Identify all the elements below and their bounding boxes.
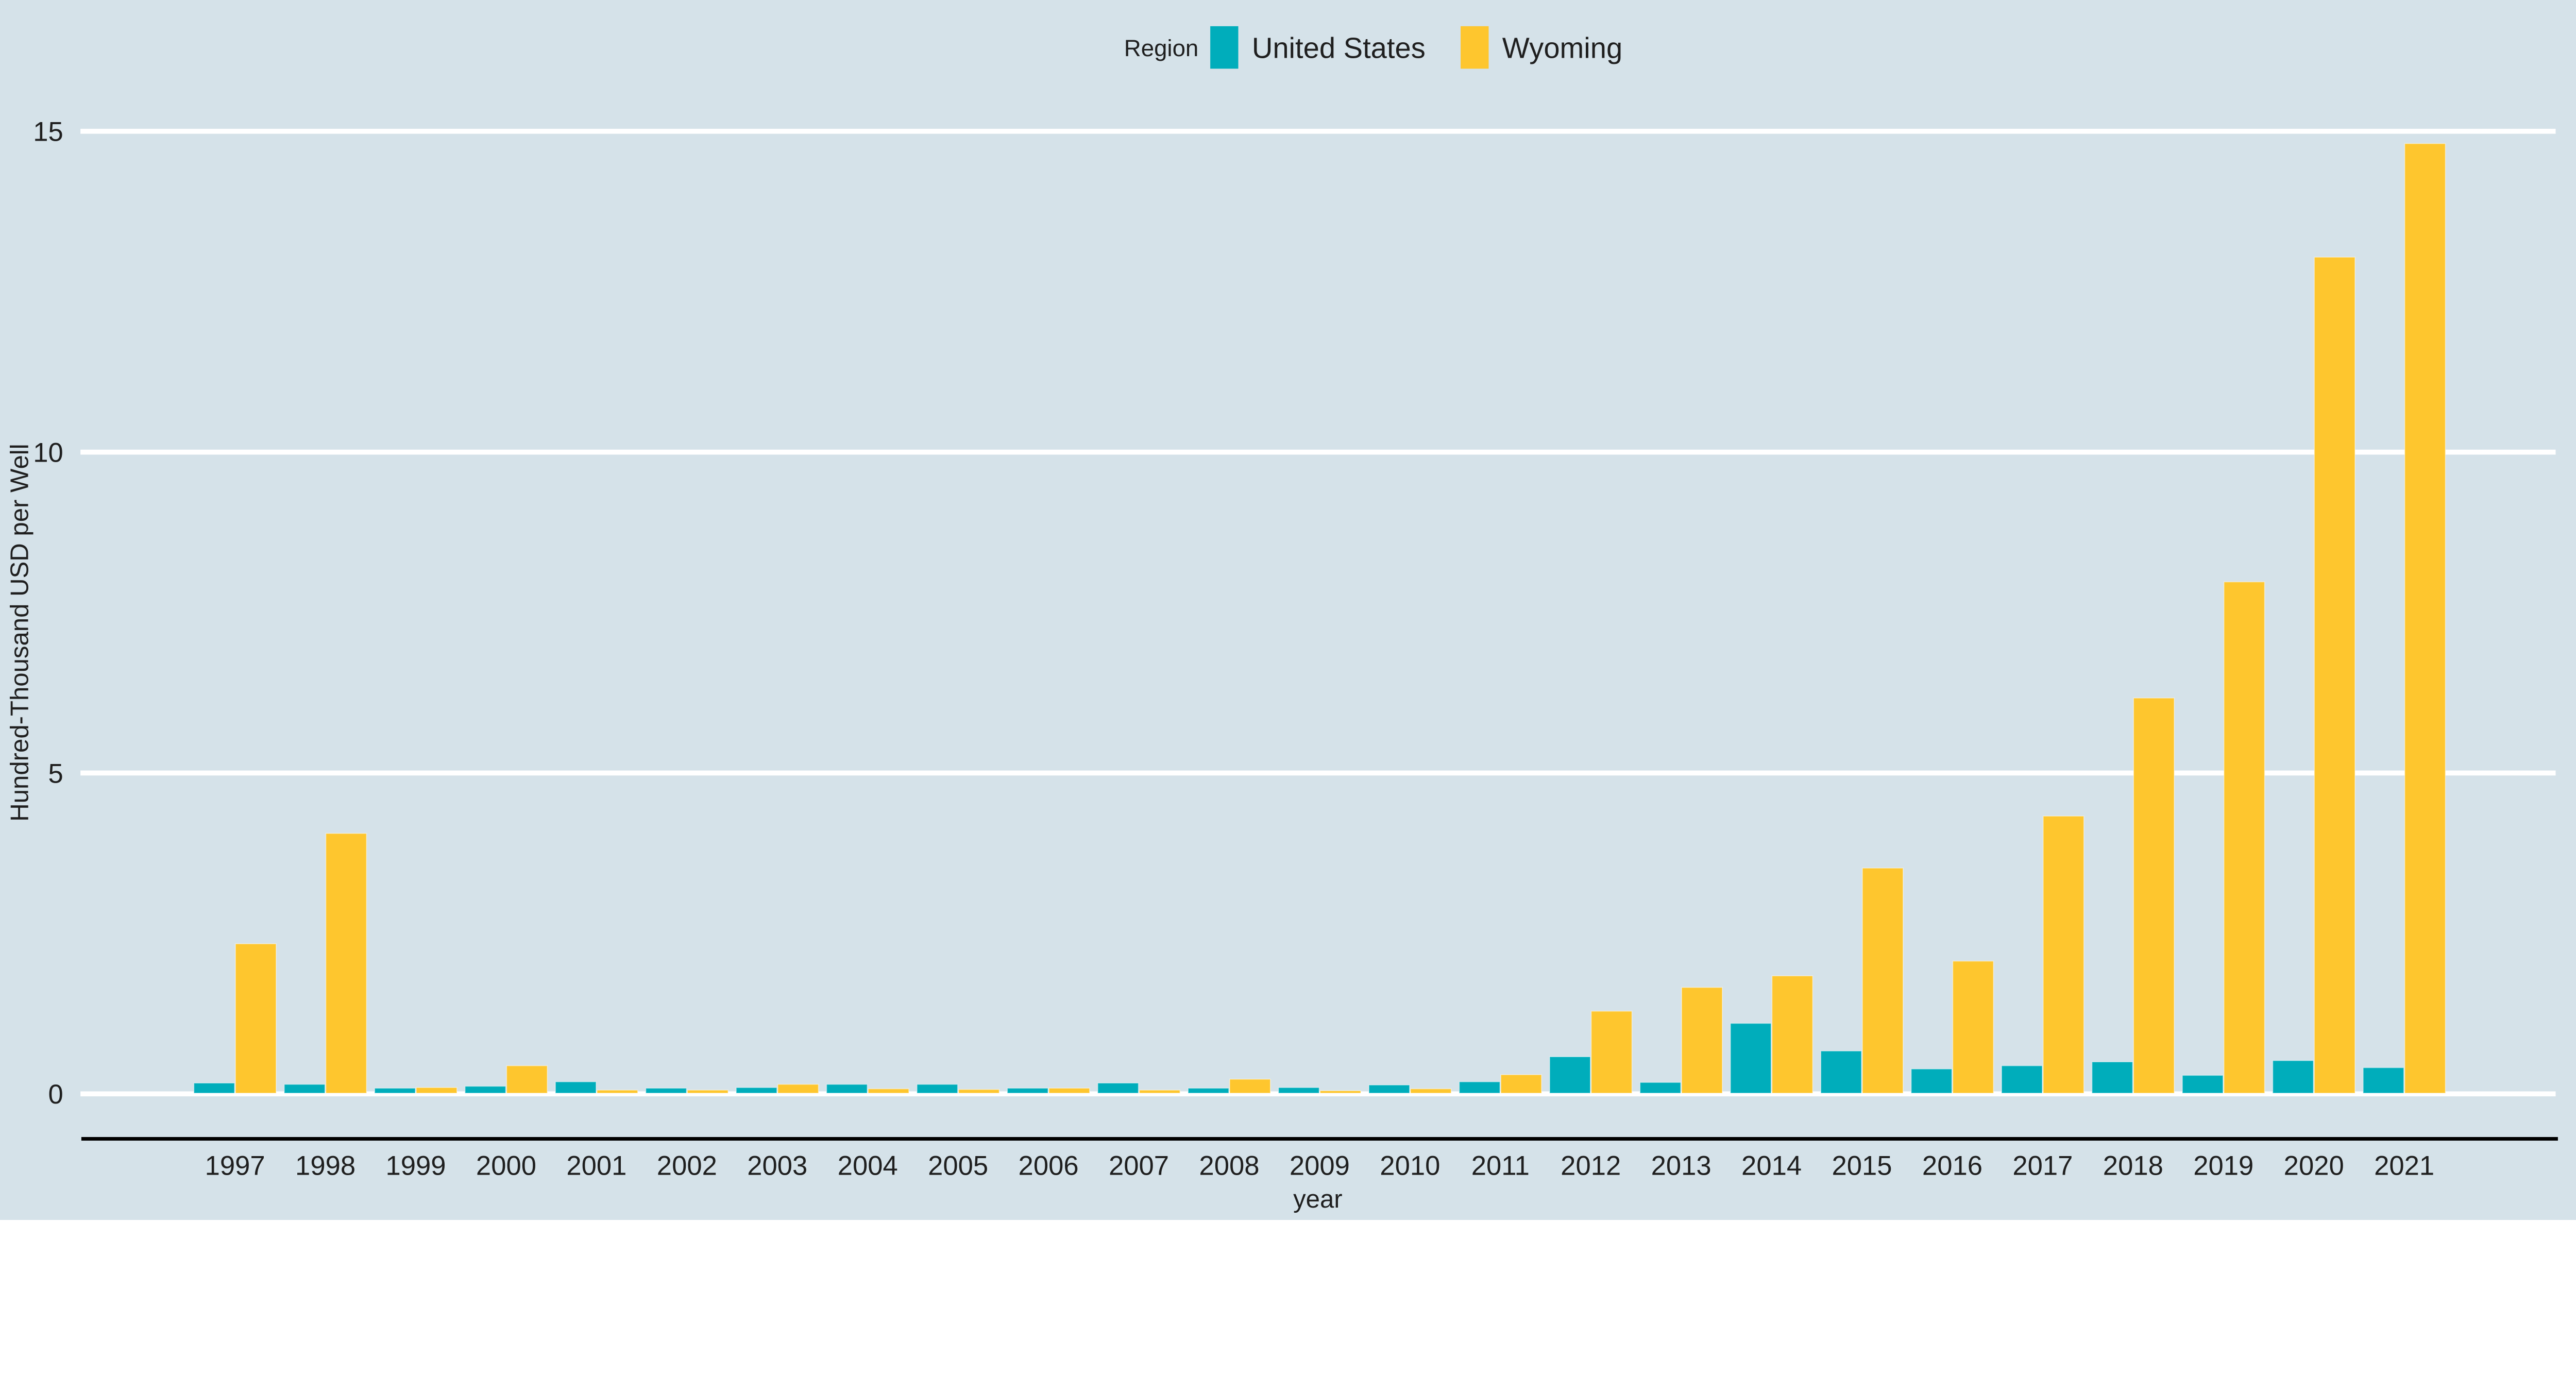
bar-united-states-2016 xyxy=(1910,1068,1953,1094)
bar-united-states-2017 xyxy=(2001,1065,2043,1094)
bar-wyoming-2004 xyxy=(868,1088,909,1094)
x-tick-label-2008: 2008 xyxy=(1199,1151,1259,1181)
bar-wyoming-2010 xyxy=(1410,1088,1452,1094)
bar-wyoming-1997 xyxy=(235,943,277,1094)
legend-title: Region xyxy=(1124,35,1199,61)
x-tick-label-2007: 2007 xyxy=(1109,1151,1169,1181)
x-tick-label-1998: 1998 xyxy=(295,1151,355,1181)
bar-wyoming-2017 xyxy=(2042,816,2084,1094)
bar-wyoming-2013 xyxy=(1681,987,1723,1094)
bar-united-states-1998 xyxy=(283,1083,326,1094)
bar-wyoming-2011 xyxy=(1500,1074,1542,1094)
x-tick-label-2021: 2021 xyxy=(2374,1151,2434,1181)
x-tick-label-2001: 2001 xyxy=(566,1151,626,1181)
bar-wyoming-2008 xyxy=(1229,1078,1271,1094)
bar-united-states-2013 xyxy=(1639,1082,1682,1094)
bar-united-states-2010 xyxy=(1368,1084,1410,1094)
bar-united-states-2004 xyxy=(826,1083,868,1094)
bar-wyoming-1999 xyxy=(416,1087,457,1094)
bar-united-states-2007 xyxy=(1097,1082,1139,1094)
bar-united-states-2003 xyxy=(736,1087,777,1094)
x-tick-label-1999: 1999 xyxy=(385,1151,446,1181)
y-tick-label-10: 10 xyxy=(33,437,63,468)
bar-wyoming-2021 xyxy=(2404,143,2446,1094)
x-tick-label-2012: 2012 xyxy=(1561,1151,1621,1181)
bar-united-states-2015 xyxy=(1820,1050,1862,1094)
bar-united-states-2008 xyxy=(1188,1088,1229,1094)
y-axis-tick-labels: 0 5 10 15 xyxy=(33,117,63,1110)
bar-wyoming-2016 xyxy=(1952,960,1994,1094)
gridline-y-10 xyxy=(80,449,2556,455)
x-tick-label-2018: 2018 xyxy=(2103,1151,2163,1181)
gridline-y-5 xyxy=(80,770,2556,776)
x-tick-label-2020: 2020 xyxy=(2284,1151,2344,1181)
bar-wyoming-2009 xyxy=(1319,1090,1362,1094)
y-axis-title: Hundred-Thousand USD per Well xyxy=(6,444,33,821)
bar-united-states-2018 xyxy=(2091,1061,2133,1094)
bar-united-states-2002 xyxy=(645,1088,687,1094)
chart-background xyxy=(0,0,2576,1220)
bar-wyoming-2007 xyxy=(1139,1090,1181,1094)
x-tick-label-2013: 2013 xyxy=(1651,1151,1711,1181)
clustered-bar-chart: 0 5 10 15 1997 1998 1999 2000 2001 2002 2003 2004 2… xyxy=(0,0,2576,1220)
x-tick-label-2010: 2010 xyxy=(1380,1151,1440,1181)
x-tick-label-2015: 2015 xyxy=(1832,1151,1892,1181)
bar-wyoming-2001 xyxy=(596,1090,638,1094)
legend: Region United States Wyoming xyxy=(1124,26,1622,69)
x-tick-label-2005: 2005 xyxy=(928,1151,988,1181)
bar-wyoming-2003 xyxy=(777,1083,819,1094)
bar-united-states-1999 xyxy=(374,1088,416,1094)
x-tick-label-2009: 2009 xyxy=(1290,1151,1350,1181)
bar-wyoming-2019 xyxy=(2223,581,2265,1094)
gridlines xyxy=(80,128,2556,1097)
bar-united-states-2001 xyxy=(555,1081,597,1094)
x-axis-tick-labels: 1997 1998 1999 2000 2001 2002 2003 2004 2005 2006… xyxy=(205,1151,2435,1181)
bar-wyoming-2020 xyxy=(2314,257,2355,1094)
bar-wyoming-2000 xyxy=(506,1065,548,1094)
x-axis-title: year xyxy=(1293,1185,1343,1213)
bar-united-states-2012 xyxy=(1549,1056,1591,1094)
x-tick-label-2002: 2002 xyxy=(657,1151,717,1181)
bar-united-states-2000 xyxy=(464,1085,506,1094)
bar-united-states-2014 xyxy=(1730,1023,1772,1094)
x-tick-label-2000: 2000 xyxy=(476,1151,536,1181)
bar-united-states-2011 xyxy=(1459,1081,1501,1094)
x-tick-label-2011: 2011 xyxy=(1471,1151,1530,1181)
bar-wyoming-2015 xyxy=(1862,868,1904,1094)
chart-canvas: 0 5 10 15 1997 1998 1999 2000 2001 2002 2003 2004 2… xyxy=(0,0,2576,1220)
gridline-y-0 xyxy=(80,1091,2556,1097)
bar-united-states-2006 xyxy=(1007,1088,1049,1094)
bar-wyoming-2012 xyxy=(1590,1010,1633,1094)
legend-item-label: United States xyxy=(1252,31,1426,64)
x-tick-label-2017: 2017 xyxy=(2012,1151,2073,1181)
bars xyxy=(193,143,2446,1094)
bar-united-states-2019 xyxy=(2182,1075,2224,1094)
y-tick-label-0: 0 xyxy=(48,1079,63,1110)
gridline-y-15 xyxy=(80,128,2556,134)
x-axis-line xyxy=(81,1137,2558,1141)
bar-wyoming-2018 xyxy=(2133,697,2175,1094)
legend-item-label: Wyoming xyxy=(1502,31,1622,64)
x-tick-label-2004: 2004 xyxy=(838,1151,898,1181)
legend-swatch-wyoming xyxy=(1461,26,1489,69)
bar-united-states-2009 xyxy=(1278,1087,1320,1094)
bar-wyoming-2014 xyxy=(1771,975,1814,1094)
bar-united-states-2021 xyxy=(2362,1067,2404,1094)
x-tick-label-2003: 2003 xyxy=(747,1151,807,1181)
bar-wyoming-2005 xyxy=(958,1089,1000,1094)
y-tick-label-5: 5 xyxy=(48,758,63,789)
x-tick-label-2016: 2016 xyxy=(1922,1151,1982,1181)
bar-united-states-2005 xyxy=(916,1083,958,1094)
y-tick-label-15: 15 xyxy=(33,117,63,147)
bar-wyoming-2006 xyxy=(1048,1088,1090,1094)
x-tick-label-2006: 2006 xyxy=(1019,1151,1079,1181)
bar-wyoming-1998 xyxy=(325,833,367,1094)
bar-wyoming-2002 xyxy=(687,1090,729,1094)
legend-swatch-united-states xyxy=(1210,26,1239,69)
x-tick-label-1997: 1997 xyxy=(205,1151,265,1181)
bar-united-states-2020 xyxy=(2272,1060,2314,1094)
x-tick-label-2019: 2019 xyxy=(2193,1151,2253,1181)
x-tick-label-2014: 2014 xyxy=(1741,1151,1802,1181)
bar-united-states-1997 xyxy=(193,1082,235,1094)
